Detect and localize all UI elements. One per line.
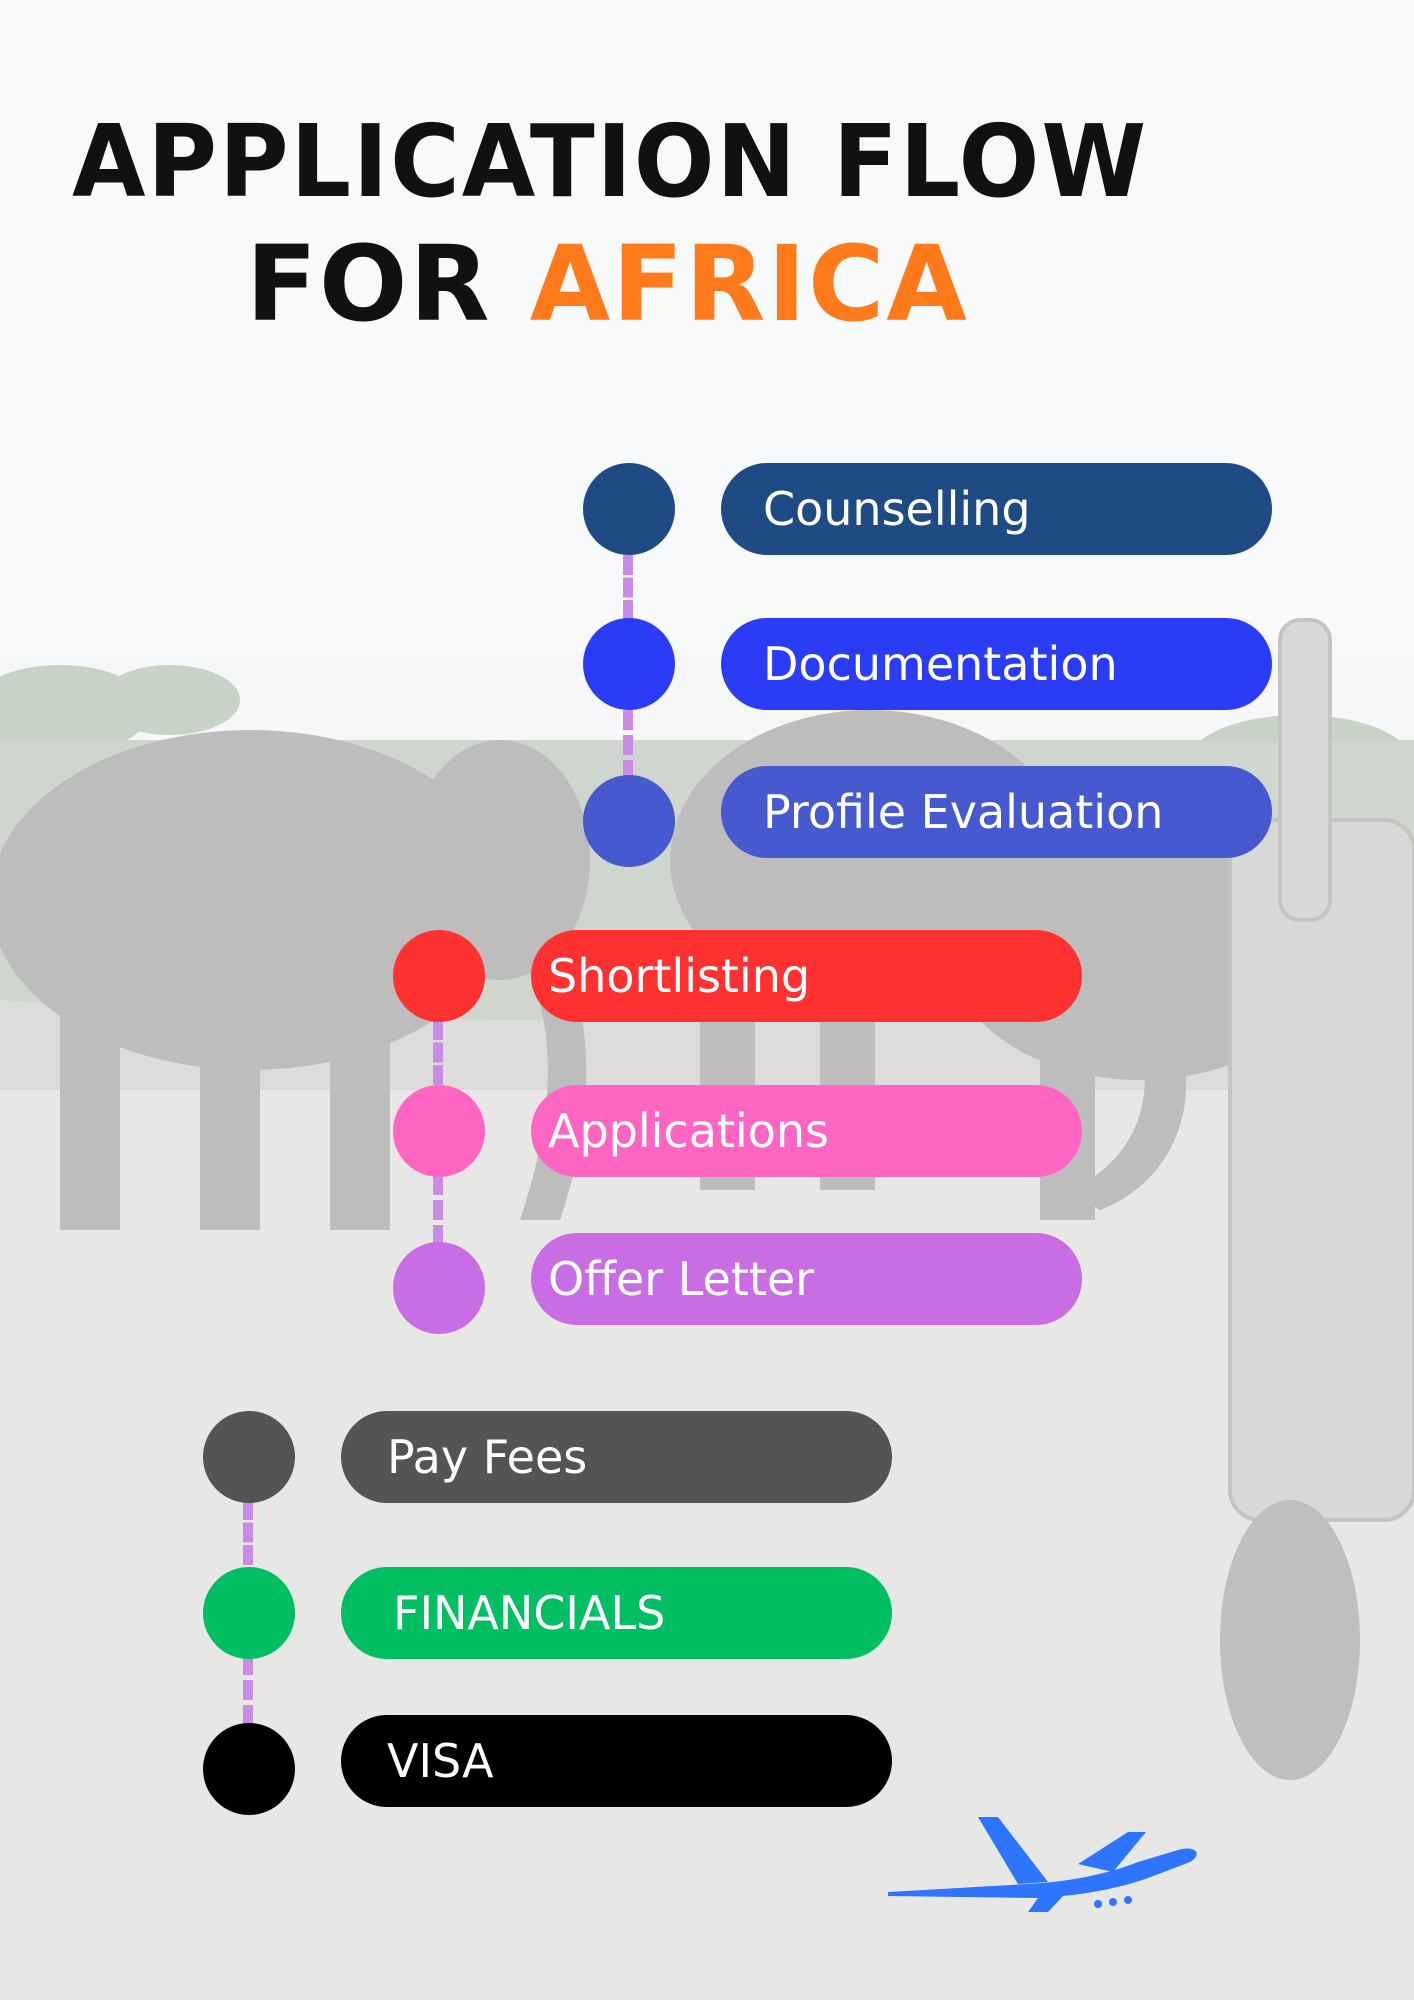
step-pill-counselling[interactable]: Counselling (721, 463, 1272, 555)
step-pill-profile-evaluation[interactable]: Profile Evaluation (721, 766, 1272, 858)
step-pill-offer-letter[interactable]: Offer Letter (531, 1233, 1082, 1325)
step-dot (393, 930, 485, 1022)
step-pill-visa[interactable]: VISA (341, 1715, 892, 1807)
step-label: Counselling (763, 482, 1031, 536)
connector-line (243, 1655, 253, 1725)
step-label: Offer Letter (548, 1252, 815, 1306)
connector-line (623, 555, 633, 620)
step-dot (203, 1723, 295, 1815)
step-label: FINANCIALS (393, 1586, 666, 1640)
step-dot (393, 1242, 485, 1334)
connector-line (623, 710, 633, 780)
page-title-line2: FOR AFRICA (246, 232, 969, 336)
step-dot (583, 618, 675, 710)
connector-line (243, 1500, 253, 1565)
step-label: Documentation (763, 637, 1118, 691)
step-dot (583, 775, 675, 867)
title-prefix: FOR (246, 223, 530, 345)
step-pill-shortlisting[interactable]: Shortlisting (531, 930, 1082, 1022)
step-dot (203, 1411, 295, 1503)
step-label: Shortlisting (548, 949, 811, 1003)
step-pill-applications[interactable]: Applications (531, 1085, 1082, 1177)
step-pill-financials[interactable]: FINANCIALS (341, 1567, 892, 1659)
airplane-icon (888, 1817, 1197, 1912)
step-label: Pay Fees (387, 1430, 588, 1484)
step-label: Profile Evaluation (763, 785, 1164, 839)
step-pill-documentation[interactable]: Documentation (721, 618, 1272, 710)
connector-line (433, 1175, 443, 1245)
page-title-line1: APPLICATION FLOW (72, 103, 1149, 220)
step-label: VISA (387, 1734, 494, 1788)
step-dot (203, 1567, 295, 1659)
title-highlight: AFRICA (529, 223, 969, 345)
step-dot (393, 1085, 485, 1177)
connector-line (433, 1020, 443, 1085)
step-pill-pay-fees[interactable]: Pay Fees (341, 1411, 892, 1503)
step-dot (583, 463, 675, 555)
step-label: Applications (548, 1104, 829, 1158)
